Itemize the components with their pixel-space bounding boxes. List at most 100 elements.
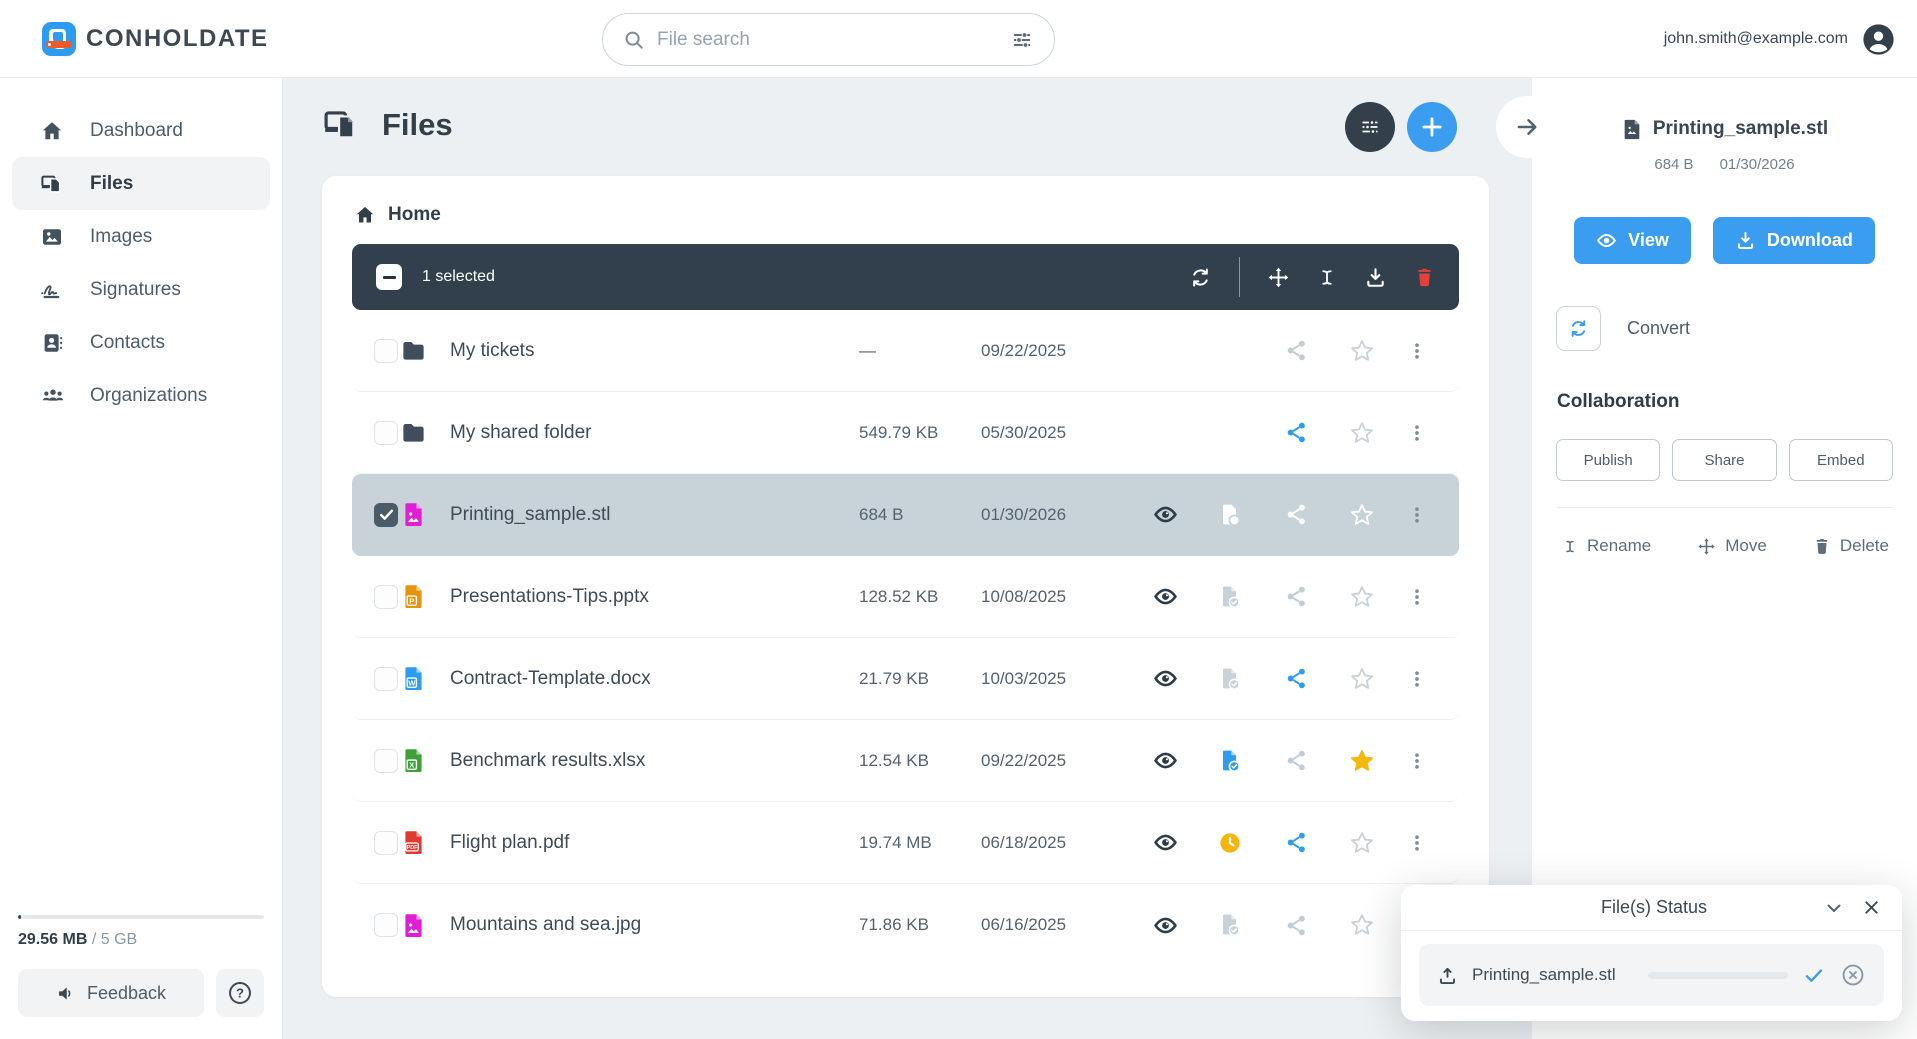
delete-selected-icon[interactable]: [1414, 266, 1435, 289]
file-row[interactable]: Mountains and sea.jpg71.86 KB06/16/2025: [352, 884, 1459, 966]
search-filters-icon[interactable]: [1010, 28, 1034, 52]
feedback-button[interactable]: Feedback: [18, 969, 204, 1017]
star-icon[interactable]: [1329, 502, 1395, 528]
view-options-button[interactable]: [1345, 102, 1395, 152]
sidebar-item-images[interactable]: Images: [12, 210, 270, 263]
download-label: Download: [1767, 230, 1853, 251]
preview-eye-icon[interactable]: [1133, 830, 1197, 855]
sidebar-item-contacts[interactable]: Contacts: [12, 316, 270, 369]
star-icon[interactable]: [1329, 420, 1395, 446]
publish-button[interactable]: Publish: [1556, 439, 1660, 481]
download-button[interactable]: Download: [1713, 217, 1875, 264]
select-all-checkbox[interactable]: [376, 264, 402, 290]
dismiss-upload-button[interactable]: [1840, 962, 1866, 988]
minimize-popup-button[interactable]: [1823, 897, 1845, 919]
sidebar-item-label: Files: [90, 173, 133, 195]
collaboration-buttons: Publish Share Embed: [1556, 439, 1893, 481]
file-row[interactable]: XBenchmark results.xlsx12.54 KB09/22/202…: [352, 720, 1459, 802]
preview-eye-icon[interactable]: [1133, 748, 1197, 773]
move-selected-icon[interactable]: [1267, 266, 1290, 289]
preview-eye-icon[interactable]: [1133, 666, 1197, 691]
file-search-box[interactable]: [602, 13, 1055, 66]
file-row[interactable]: PDFFlight plan.pdf19.74 MB06/18/2025: [352, 802, 1459, 884]
share-icon[interactable]: [1263, 667, 1329, 690]
preview-eye-icon[interactable]: [1133, 913, 1197, 938]
share-icon[interactable]: [1263, 914, 1329, 937]
sidebar-item-files[interactable]: Files: [12, 157, 270, 210]
share-icon[interactable]: [1263, 339, 1329, 362]
file-name[interactable]: My tickets: [450, 340, 859, 362]
file-row[interactable]: WContract-Template.docx21.79 KB10/03/202…: [352, 638, 1459, 720]
file-processed-icon[interactable]: [1197, 503, 1263, 527]
page-title: Files: [382, 107, 453, 143]
file-row[interactable]: My shared folder549.79 KB05/30/2025: [352, 392, 1459, 474]
kebab-menu-icon[interactable]: [1395, 750, 1439, 772]
row-checkbox[interactable]: [374, 585, 398, 609]
share-button[interactable]: Share: [1672, 439, 1776, 481]
star-icon[interactable]: [1329, 584, 1395, 610]
file-processed-icon[interactable]: [1197, 913, 1263, 937]
sidebar-item-organizations[interactable]: Organizations: [12, 369, 270, 422]
row-checkbox[interactable]: [374, 339, 398, 363]
star-icon[interactable]: [1329, 748, 1395, 774]
sidebar-item-dashboard[interactable]: Dashboard: [12, 104, 270, 157]
kebab-menu-icon[interactable]: [1395, 422, 1439, 444]
convert-button[interactable]: [1556, 306, 1601, 351]
file-name[interactable]: Presentations-Tips.pptx: [450, 586, 859, 608]
delete-action[interactable]: Delete: [1813, 536, 1889, 556]
file-name[interactable]: Benchmark results.xlsx: [450, 750, 859, 772]
file-row[interactable]: PPresentations-Tips.pptx128.52 KB10/08/2…: [352, 556, 1459, 638]
file-row[interactable]: Printing_sample.stl684 B01/30/2026: [352, 474, 1459, 556]
share-icon[interactable]: [1263, 831, 1329, 854]
row-checkbox[interactable]: [374, 749, 398, 773]
search-input[interactable]: [657, 29, 998, 51]
file-row[interactable]: My tickets—09/22/2025: [352, 310, 1459, 392]
convert-selected-icon[interactable]: [1189, 266, 1212, 289]
view-button[interactable]: View: [1574, 217, 1691, 264]
kebab-menu-icon[interactable]: [1395, 340, 1439, 362]
collaboration-title: Collaboration: [1557, 391, 1917, 413]
file-processed-icon[interactable]: [1197, 667, 1263, 691]
share-icon[interactable]: [1263, 749, 1329, 772]
view-label: View: [1628, 230, 1669, 251]
file-processed-icon[interactable]: [1197, 585, 1263, 609]
user-avatar[interactable]: [1862, 23, 1895, 56]
rename-selected-icon[interactable]: [1317, 266, 1337, 289]
star-icon[interactable]: [1329, 338, 1395, 364]
sidebar-item-signatures[interactable]: Signatures: [12, 263, 270, 316]
kebab-menu-icon[interactable]: [1395, 504, 1439, 526]
star-icon[interactable]: [1329, 830, 1395, 856]
file-name[interactable]: Contract-Template.docx: [450, 668, 859, 690]
row-checkbox[interactable]: [374, 913, 398, 937]
file-pending-clock-icon[interactable]: [1197, 831, 1263, 855]
preview-eye-icon[interactable]: [1133, 584, 1197, 609]
file-processed-icon[interactable]: [1197, 749, 1263, 773]
preview-eye-icon[interactable]: [1133, 502, 1197, 527]
star-icon[interactable]: [1329, 666, 1395, 692]
file-name[interactable]: Flight plan.pdf: [450, 832, 859, 854]
file-name[interactable]: Mountains and sea.jpg: [450, 914, 859, 936]
row-checkbox[interactable]: [374, 421, 398, 445]
move-action[interactable]: Move: [1697, 536, 1767, 556]
embed-button[interactable]: Embed: [1789, 439, 1893, 481]
row-checkbox[interactable]: [374, 667, 398, 691]
add-file-button[interactable]: [1407, 102, 1457, 152]
help-button[interactable]: ?: [216, 969, 264, 1017]
breadcrumb-home[interactable]: Home: [352, 176, 443, 244]
file-name[interactable]: Printing_sample.stl: [450, 504, 859, 526]
close-popup-button[interactable]: [1861, 897, 1882, 918]
share-icon[interactable]: [1263, 421, 1329, 444]
share-icon[interactable]: [1263, 585, 1329, 608]
row-checkbox[interactable]: [374, 831, 398, 855]
row-checkbox[interactable]: [374, 503, 398, 527]
star-icon[interactable]: [1329, 912, 1395, 938]
collapse-panel-button[interactable]: [1496, 96, 1558, 158]
brand-logo[interactable]: CONHOLDATE: [42, 22, 269, 56]
file-name[interactable]: My shared folder: [450, 422, 859, 444]
kebab-menu-icon[interactable]: [1395, 832, 1439, 854]
rename-action[interactable]: Rename: [1562, 536, 1651, 556]
download-selected-icon[interactable]: [1364, 266, 1387, 289]
kebab-menu-icon[interactable]: [1395, 586, 1439, 608]
share-icon[interactable]: [1263, 503, 1329, 526]
kebab-menu-icon[interactable]: [1395, 668, 1439, 690]
